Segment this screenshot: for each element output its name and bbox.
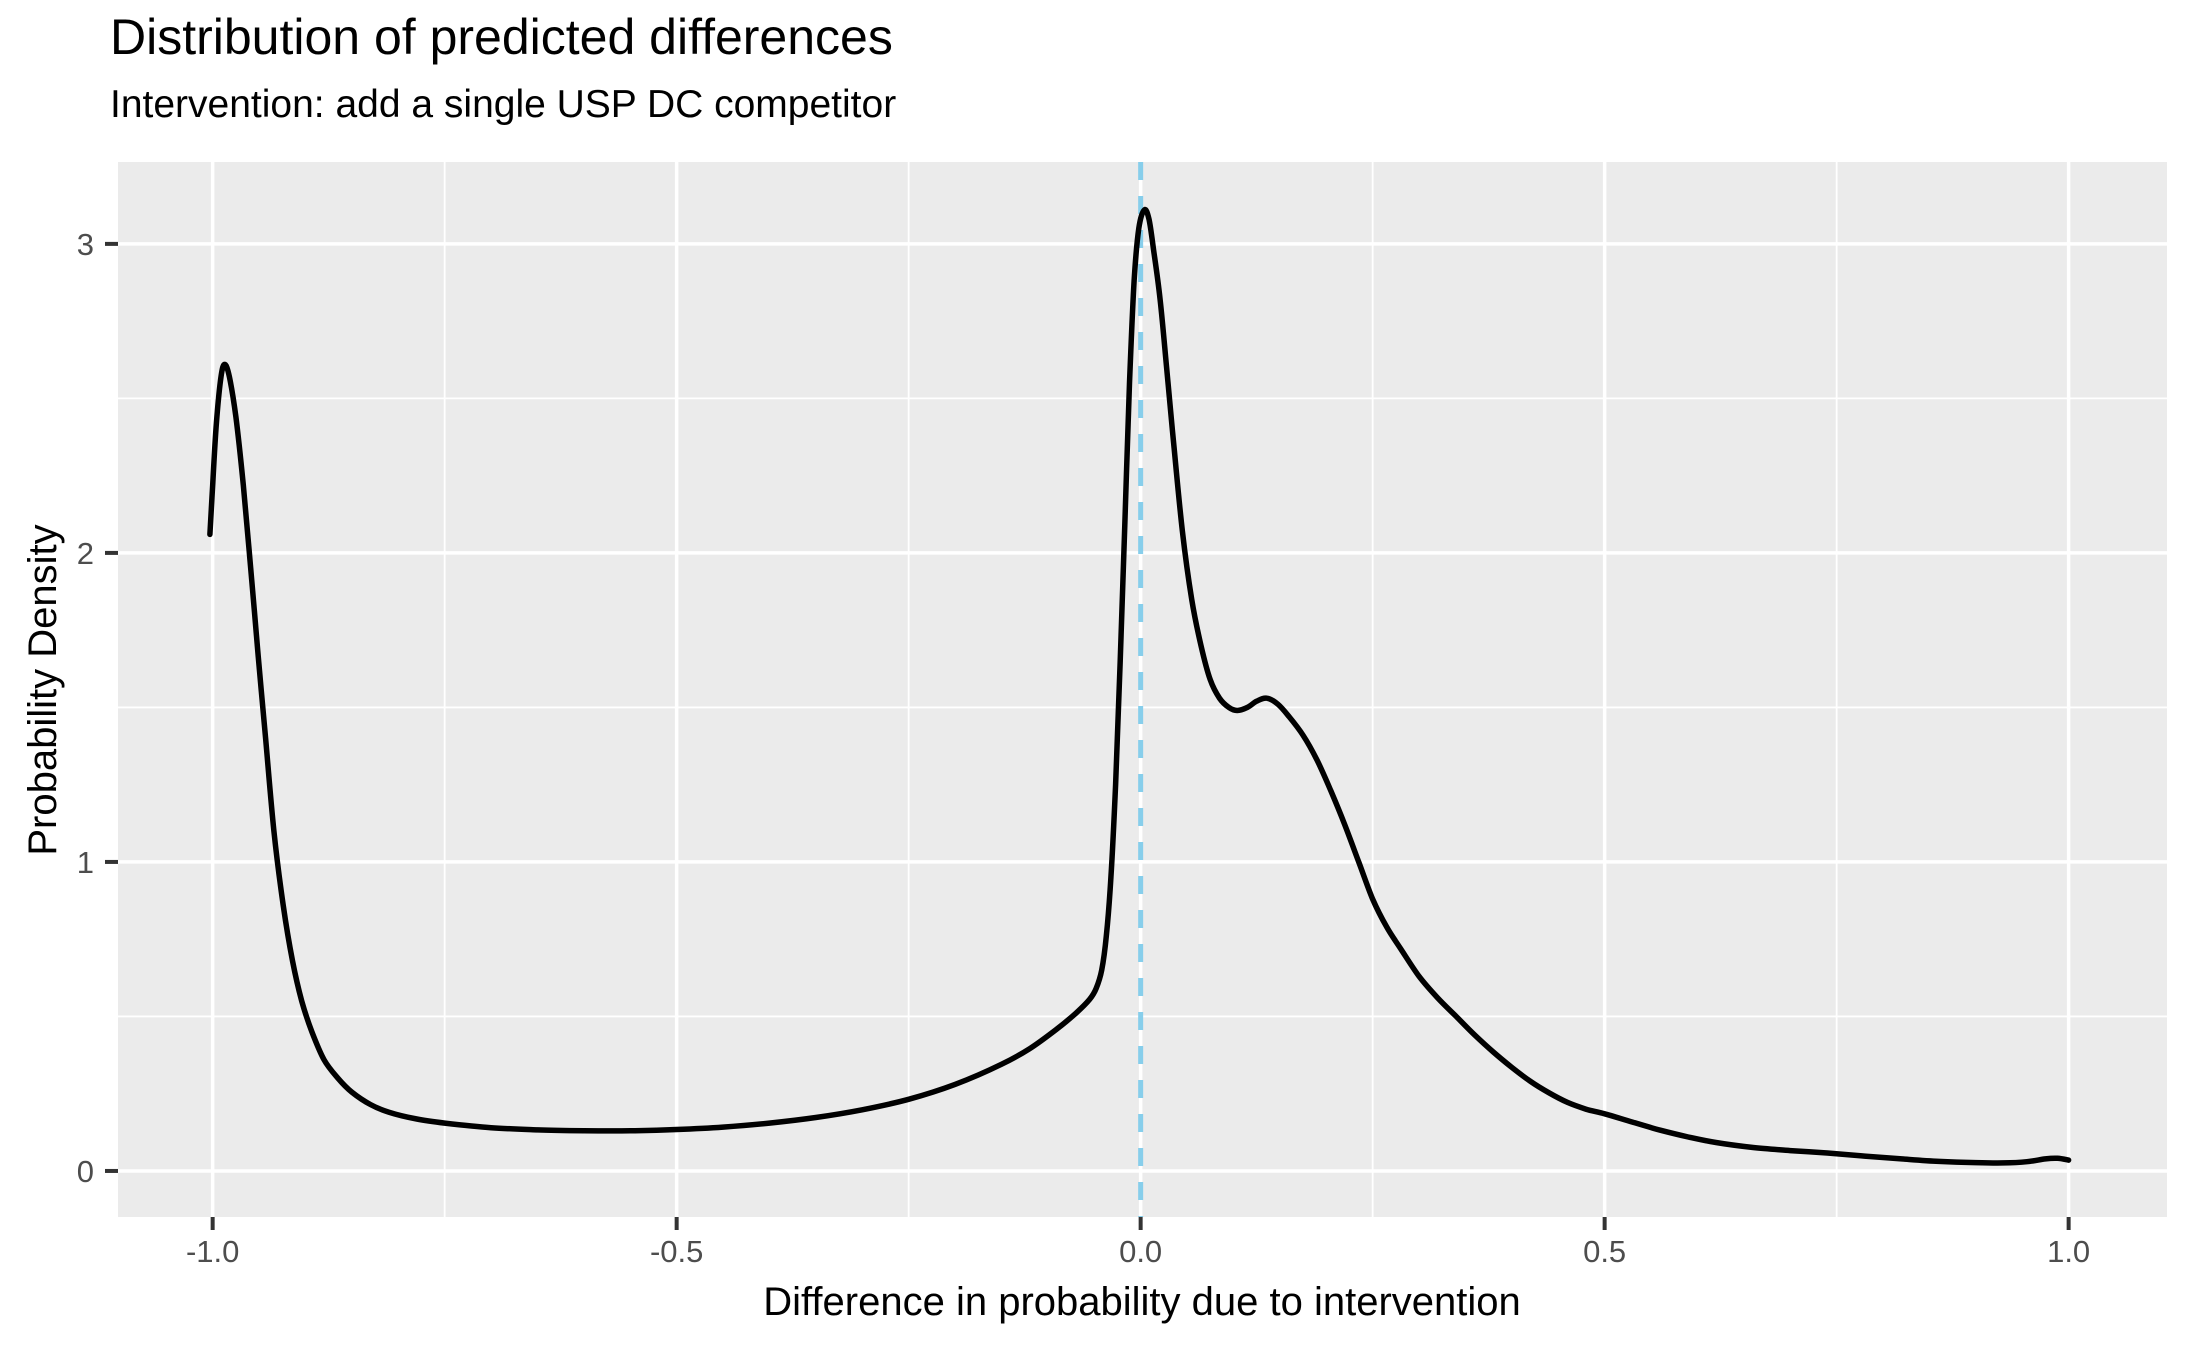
y-tick-label: 3: [77, 227, 94, 262]
axis-tick-marks: [105, 241, 2071, 1230]
x-tick-label: 0.5: [1583, 1234, 1626, 1269]
density-curve: [207, 206, 2072, 1166]
y-tick-label: 0: [77, 1154, 94, 1189]
y-tick-label: 1: [77, 845, 94, 880]
x-tick-label: -1.0: [186, 1234, 239, 1269]
x-tick-label: 1.0: [2047, 1234, 2090, 1269]
x-axis-tick-labels: -1.0 -0.5 0.0 0.5 1.0: [186, 1234, 2090, 1269]
x-tick-label: -0.5: [650, 1234, 703, 1269]
plot-title: Distribution of predicted differences: [110, 9, 893, 65]
x-axis-title: Difference in probability due to interve…: [763, 1280, 1521, 1324]
y-tick-label: 2: [77, 536, 94, 571]
y-axis-title: Probability Density: [21, 524, 65, 855]
density-line: [207, 206, 2072, 1166]
plot-subtitle: Intervention: add a single USP DC compet…: [110, 83, 897, 126]
y-axis-tick-labels: 0 1 2 3: [77, 227, 94, 1189]
x-tick-label: 0.0: [1119, 1234, 1162, 1269]
